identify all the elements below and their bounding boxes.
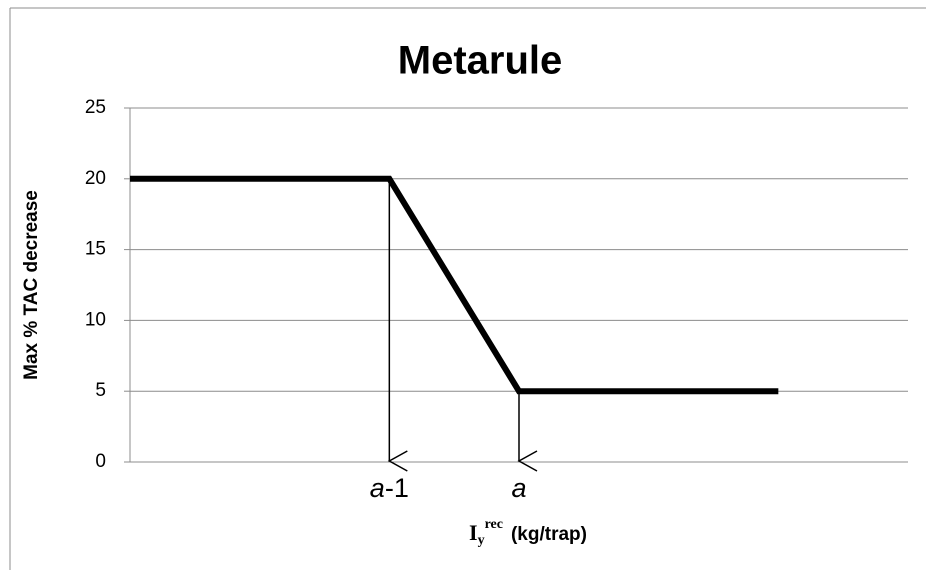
data-line [130,175,779,395]
y-tick-label: 0 [95,451,106,472]
x-label-base: I [469,520,478,545]
annotation-part: a [511,473,526,503]
y-tick-label: 20 [85,168,106,189]
annotation-label: a-1 [370,473,409,503]
y-tick-label: 10 [85,309,106,330]
x-label-sup: rec [485,517,503,532]
y-tick-label: 5 [95,380,106,401]
annotation-part: -1 [385,473,409,503]
x-label-sub: y [478,533,485,548]
x-axis-label: Iyrec (kg/trap) [469,517,587,548]
annotation-part: a [370,473,385,503]
y-tick-label: 15 [85,239,106,260]
annotation-label: a [511,473,526,503]
y-axis-label: Max % TAC decrease [21,190,42,380]
chart-title: Metarule [398,39,563,83]
x-label-unit: (kg/trap) [511,524,587,545]
y-tick-label: 25 [85,97,106,118]
